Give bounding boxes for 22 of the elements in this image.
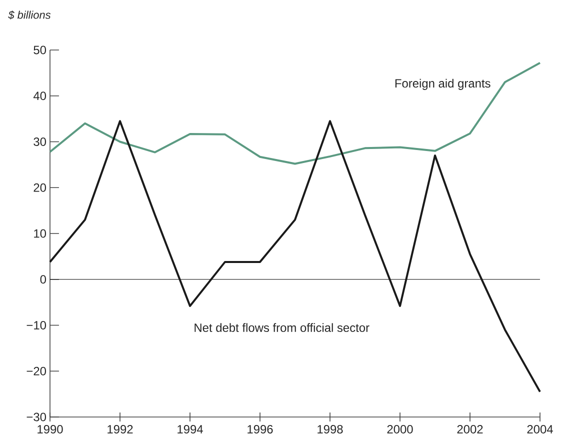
y-tick-label: 10 <box>34 229 46 238</box>
y-tick-label: −20 <box>26 366 46 376</box>
x-tick-label: 2002 <box>457 425 483 434</box>
y-tick-label: 0 <box>40 275 46 284</box>
series-label: Net debt flows from official sector <box>194 323 370 332</box>
y-tick-label: −30 <box>26 412 46 422</box>
y-tick-label: 40 <box>33 92 46 100</box>
y-tick-label: −10 <box>26 321 46 330</box>
x-tick-label: 1998 <box>318 425 343 434</box>
y-axis-title: $ billions <box>8 10 51 20</box>
line-series <box>49 62 542 165</box>
series-label: Foreign aid grants <box>395 78 490 90</box>
line-series <box>49 120 542 393</box>
x-tick-label: 1996 <box>248 425 273 434</box>
x-tick-label: 2000 <box>387 425 413 434</box>
x-tick-label: 2004 <box>527 425 553 434</box>
x-tick-label: 1992 <box>108 425 133 434</box>
x-tick-label: 1994 <box>178 425 203 434</box>
y-tick-label: 20 <box>34 183 46 192</box>
y-tick-label: 30 <box>34 138 46 146</box>
y-tick-label: 50 <box>34 46 46 54</box>
x-tick-label: 1990 <box>38 425 63 434</box>
